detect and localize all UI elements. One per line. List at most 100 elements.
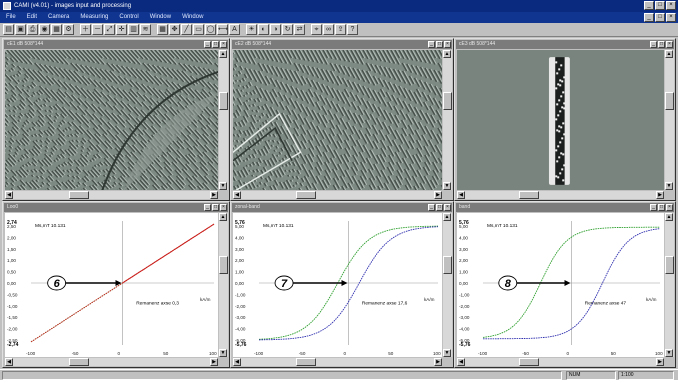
scroll-thumb[interactable] — [519, 191, 540, 199]
minimize-button[interactable]: _ — [650, 41, 657, 48]
scroll-thumb[interactable] — [665, 256, 674, 275]
close-button[interactable]: × — [444, 204, 451, 211]
scroll-right-icon[interactable]: ▶ — [656, 191, 664, 199]
horizontal-scrollbar[interactable]: ◀ ▶ — [5, 191, 218, 199]
close-button[interactable]: × — [220, 41, 227, 48]
scroll-down-icon[interactable]: ▼ — [219, 349, 227, 357]
menu-measuring[interactable]: Measuring — [80, 14, 109, 20]
window-caption[interactable]: cE2 dB 508*144 _ □ × — [232, 40, 452, 49]
close-button[interactable]: × — [666, 204, 673, 211]
scroll-right-icon[interactable]: ▶ — [434, 191, 442, 199]
window-caption[interactable]: zonal-band _ □ × — [232, 203, 452, 212]
horizontal-scrollbar[interactable]: ◀ ▶ — [5, 358, 218, 366]
scroll-right-icon[interactable]: ▶ — [210, 191, 218, 199]
scroll-right-icon[interactable]: ▶ — [210, 358, 218, 366]
text-icon[interactable]: A — [229, 24, 240, 35]
scroll-left-icon[interactable]: ◀ — [457, 358, 465, 366]
scroll-thumb[interactable] — [219, 256, 228, 275]
scroll-thumb[interactable] — [443, 92, 452, 110]
maximize-button[interactable]: □ — [658, 204, 665, 211]
settings-icon[interactable]: ⚙ — [63, 24, 74, 35]
close-button[interactable]: × — [666, 1, 676, 10]
calibrate-icon[interactable]: ⌖ — [311, 24, 322, 35]
horizontal-scrollbar[interactable]: ◀ ▶ — [457, 358, 664, 366]
mdi-restore-button[interactable]: □ — [655, 13, 665, 22]
plot-window-1[interactable]: Loo0 _ □ × 2,50 2,00 1,50 1,00 0,50 0,00 -0,50 -1,0… — [2, 201, 230, 368]
save-icon[interactable]: ▣ — [15, 24, 26, 35]
scroll-up-icon[interactable]: ▲ — [443, 213, 451, 221]
plot-window-3[interactable]: band _ □ × 5,00 4,00 3,00 2,00 1,00 0,00 -1,00 -2,0… — [454, 201, 676, 368]
rect-icon[interactable]: ▭ — [193, 24, 204, 35]
scroll-right-icon[interactable]: ▶ — [434, 358, 442, 366]
horizontal-scrollbar[interactable]: ◀ ▶ — [457, 191, 664, 199]
minimize-button[interactable]: _ — [204, 204, 211, 211]
close-button[interactable]: × — [444, 41, 451, 48]
minimize-button[interactable]: _ — [644, 1, 654, 10]
minimize-button[interactable]: _ — [204, 41, 211, 48]
close-button[interactable]: × — [666, 41, 673, 48]
minimize-button[interactable]: _ — [650, 204, 657, 211]
invert-icon[interactable]: ◑ — [270, 24, 281, 35]
export-icon[interactable]: ⇪ — [335, 24, 346, 35]
menu-file[interactable]: File — [6, 14, 16, 20]
zoom-out-icon[interactable]: － — [92, 24, 103, 35]
scroll-down-icon[interactable]: ▼ — [665, 349, 673, 357]
scroll-thumb[interactable] — [295, 191, 316, 199]
scroll-left-icon[interactable]: ◀ — [233, 358, 241, 366]
scroll-up-icon[interactable]: ▲ — [443, 50, 451, 58]
close-button[interactable]: × — [220, 204, 227, 211]
camera-icon[interactable]: ◉ — [39, 24, 50, 35]
maximize-button[interactable]: □ — [658, 41, 665, 48]
maximize-button[interactable]: □ — [436, 204, 443, 211]
window-caption[interactable]: Loo0 _ □ × — [4, 203, 228, 212]
image-window-1[interactable]: cE1 dB 508*144 _ □ × ▲ ▼ ◀ ▶ — [2, 38, 230, 201]
window-caption[interactable]: band _ □ × — [456, 203, 674, 212]
scroll-thumb[interactable] — [219, 92, 228, 110]
scroll-up-icon[interactable]: ▲ — [219, 50, 227, 58]
window-caption[interactable]: cE3 dB 508*144 _ □ × — [456, 40, 674, 49]
horizontal-scrollbar[interactable]: ◀ ▶ — [233, 358, 442, 366]
menu-window[interactable]: Window — [149, 14, 172, 20]
rotate-icon[interactable]: ↻ — [282, 24, 293, 35]
print-icon[interactable]: ⎙ — [27, 24, 38, 35]
filter-icon[interactable]: ≋ — [140, 24, 151, 35]
minimize-button[interactable]: _ — [428, 204, 435, 211]
vertical-scrollbar[interactable]: ▲ ▼ — [665, 50, 674, 190]
mdi-close-button[interactable]: × — [666, 13, 676, 22]
scroll-up-icon[interactable]: ▲ — [665, 50, 673, 58]
vertical-scrollbar[interactable]: ▲ ▼ — [665, 213, 674, 357]
scroll-down-icon[interactable]: ▼ — [219, 182, 227, 190]
vertical-scrollbar[interactable]: ▲ ▼ — [219, 50, 228, 190]
scroll-thumb[interactable] — [295, 358, 316, 366]
flip-icon[interactable]: ⇄ — [294, 24, 305, 35]
image-window-2[interactable]: cE2 dB 508*144 _ □ × ▲ ▼ ◀ ▶ — [230, 38, 454, 201]
vertical-scrollbar[interactable]: ▲ ▼ — [443, 50, 452, 190]
menu-window-2[interactable]: Window — [182, 14, 204, 20]
scroll-up-icon[interactable]: ▲ — [665, 213, 673, 221]
scroll-down-icon[interactable]: ▼ — [665, 182, 673, 190]
scroll-thumb[interactable] — [665, 92, 674, 110]
scroll-thumb[interactable] — [68, 358, 89, 366]
scroll-thumb[interactable] — [519, 358, 540, 366]
scroll-up-icon[interactable]: ▲ — [219, 213, 227, 221]
maximize-button[interactable]: □ — [212, 41, 219, 48]
ellipse-icon[interactable]: ◯ — [205, 24, 216, 35]
maximize-button[interactable]: □ — [655, 1, 665, 10]
crosshair-icon[interactable]: ✛ — [116, 24, 127, 35]
grid-icon[interactable]: ▦ — [157, 24, 168, 35]
menu-edit[interactable]: Edit — [26, 14, 38, 20]
menu-camera[interactable]: Camera — [48, 14, 70, 20]
scroll-left-icon[interactable]: ◀ — [457, 191, 465, 199]
scroll-right-icon[interactable]: ▶ — [656, 358, 664, 366]
loop-icon[interactable]: ∞ — [323, 24, 334, 35]
plot-window-2[interactable]: zonal-band _ □ × 5,00 4,00 3,00 2,00 1,00 0,00 -1,… — [230, 201, 454, 368]
brightness-icon[interactable]: ☀ — [246, 24, 257, 35]
move-icon[interactable]: ✥ — [169, 24, 180, 35]
mdi-minimize-button[interactable]: _ — [644, 13, 654, 22]
vertical-scrollbar[interactable]: ▲ ▼ — [219, 213, 228, 357]
zoom-fit-icon[interactable]: ⤢ — [104, 24, 115, 35]
measure-icon[interactable]: ⟷ — [217, 24, 229, 35]
menu-control[interactable]: Control — [119, 14, 139, 20]
minimize-button[interactable]: _ — [428, 41, 435, 48]
scroll-thumb[interactable] — [443, 256, 452, 275]
